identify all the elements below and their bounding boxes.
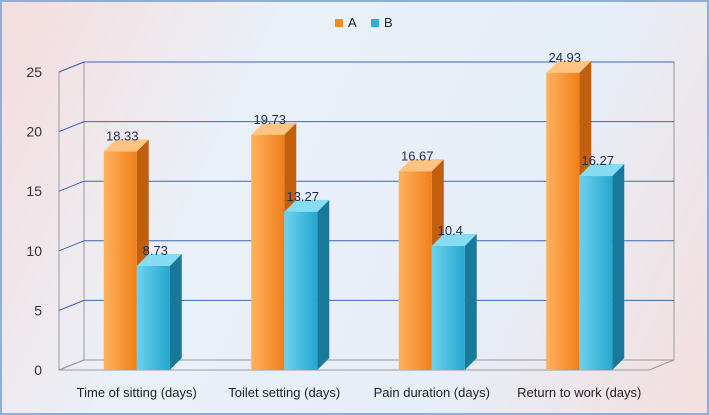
data-label-B: 8.73 (143, 243, 168, 258)
y-tick-label: 5 (34, 302, 42, 318)
data-label-A: 18.33 (106, 129, 139, 144)
bar-B-top (136, 253, 182, 266)
bar-B (431, 246, 465, 370)
gridline-side (58, 240, 85, 252)
bar-B (579, 176, 613, 370)
bar-B-side (612, 164, 625, 370)
y-tick-label: 10 (26, 243, 42, 259)
bar-A-top (398, 159, 444, 172)
y-tick-label: 25 (26, 64, 42, 80)
y-tick-label: 0 (34, 362, 42, 378)
data-labels: 18.33 8.73 19.73 13.27 16.67 10.4 24.93 16.27 (106, 50, 614, 258)
x-category-label: Toilet setting (days) (228, 385, 340, 400)
bar-A (546, 72, 580, 370)
bar-A-top (251, 122, 297, 135)
bars (103, 60, 625, 371)
x-category-label: Return to work (days) (517, 385, 641, 400)
bar-B-top (284, 199, 330, 212)
legend-swatch-A (335, 19, 343, 27)
data-label-B: 13.27 (286, 189, 319, 204)
gridline-side (58, 299, 85, 311)
data-label-A: 16.67 (401, 148, 434, 163)
side-wall (58, 61, 85, 371)
data-label-A: 19.73 (253, 112, 286, 127)
bar-B (136, 265, 170, 370)
data-label-B: 10.4 (438, 223, 463, 238)
bar-A-top (103, 139, 149, 152)
gridline-side (58, 180, 85, 192)
bar-A-top (546, 60, 592, 73)
y-tick-label: 15 (26, 183, 42, 199)
legend-swatch-B (371, 19, 379, 27)
bar-A (103, 151, 137, 370)
gridline-side (58, 121, 85, 133)
bar-B-top (579, 164, 625, 177)
gridline-side (58, 61, 85, 73)
bar-A (398, 171, 432, 370)
bar-B-side (464, 234, 477, 370)
bar-B-side (169, 253, 182, 370)
data-label-B: 16.27 (581, 153, 614, 168)
bar-A (251, 134, 285, 370)
bar-B (284, 211, 318, 370)
y-tick-label: 20 (26, 124, 42, 140)
x-axis-categories: Time of sitting (days) Toilet setting (da… (77, 385, 642, 400)
legend-label-A: A (348, 15, 357, 30)
data-label-A: 24.93 (548, 50, 581, 65)
x-category-label: Pain duration (days) (374, 385, 490, 400)
bar-B-side (317, 199, 330, 370)
legend-label-B: B (384, 15, 393, 30)
x-category-label: Time of sitting (days) (77, 385, 197, 400)
y-axis-ticks: 0 5 10 15 20 25 (26, 64, 42, 378)
bar-B-top (431, 234, 477, 247)
